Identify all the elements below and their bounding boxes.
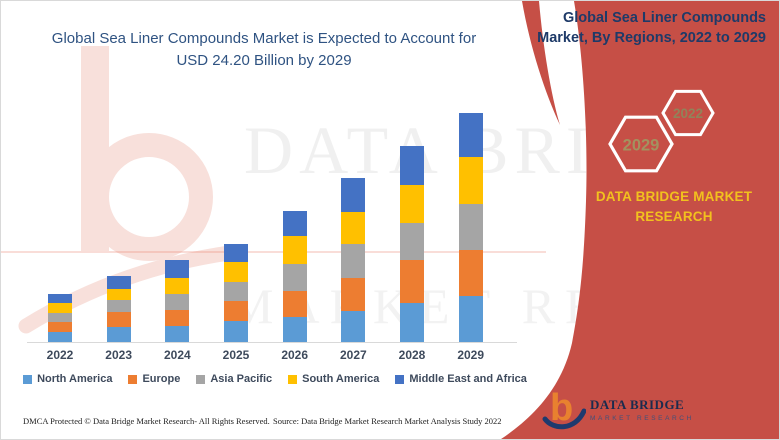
legend-swatch <box>128 374 138 384</box>
legend-label: Middle East and Africa <box>409 373 527 385</box>
bar-segment-2029-south-america <box>458 156 483 204</box>
logo-title: DATA BRIDGE <box>590 396 685 412</box>
legend-swatch <box>288 374 298 384</box>
panel-title: Global Sea Liner Compounds Market, By Re… <box>537 10 766 46</box>
bar-segment-2028-south-america <box>400 184 425 223</box>
bar-segment-2029-europe <box>458 250 483 297</box>
bar-2027 <box>341 178 366 342</box>
chart-title: Global Sea Liner Compounds Market is Exp… <box>21 28 507 72</box>
x-axis-label-2024: 2024 <box>163 348 191 362</box>
logo-b-glyph: b <box>550 387 573 429</box>
footer-dmca-text: DMCA Protected © Data Bridge Market Rese… <box>23 416 270 426</box>
x-axis-label-2026: 2026 <box>281 348 309 362</box>
bar-segment-2026-north-america <box>282 317 307 342</box>
legend-item-europe: Europe <box>128 373 180 385</box>
legend-swatch <box>23 374 33 384</box>
red-crescent-shape <box>522 1 560 125</box>
chart-legend: North America Europe Asia Pacific South Ame… <box>1 373 549 385</box>
data-bridge-logo: b DATA BRIDGE MARKET RESEARCH <box>542 386 694 432</box>
hexagon-2022 <box>661 89 715 137</box>
bar-2029 <box>458 112 483 342</box>
x-axis-label-2025: 2025 <box>222 348 250 362</box>
legend-label: South America <box>302 373 380 385</box>
logo-text: DATA BRIDGE MARKET RESEARCH <box>590 397 694 422</box>
bar-segment-2022-north-america <box>48 332 72 342</box>
bar-segment-2026-south-america <box>282 236 307 264</box>
legend-item-south-america: South America <box>288 373 379 385</box>
legend-label: Europe <box>142 373 181 385</box>
hexagon-2022-label: 2022 <box>673 106 703 121</box>
bar-segment-2027-middle-east-and-africa <box>341 178 366 212</box>
bar-segment-2029-asia-pacific <box>458 203 483 251</box>
bar-2028 <box>400 145 425 342</box>
data-bridge-logo-icon: b <box>542 387 586 430</box>
bar-segment-2027-europe <box>341 277 366 311</box>
hexagon-2029 <box>608 115 674 173</box>
bar-segment-2027-north-america <box>341 310 366 342</box>
footer-source-text: Source: Data Bridge Market Research Mark… <box>273 416 502 426</box>
bar-segment-2028-asia-pacific <box>400 222 425 260</box>
legend-swatch <box>395 374 405 384</box>
bar-2026 <box>282 210 307 342</box>
bar-segment-2027-asia-pacific <box>341 243 366 278</box>
bar-segment-2026-europe <box>282 290 307 318</box>
bar-segment-2029-middle-east-and-africa <box>458 112 483 157</box>
bar-segment-2027-south-america <box>341 211 366 244</box>
legend-item-asia-pacific: Asia Pacific <box>196 373 272 385</box>
chart-title-line1: Global Sea Liner Compounds Market is Exp… <box>51 30 477 47</box>
legend-item-middle-east-and-africa: Middle East and Africa <box>395 373 527 385</box>
hexagon-2029-label: 2029 <box>623 137 660 155</box>
bar-segment-2028-europe <box>400 259 425 304</box>
bar-segment-2028-north-america <box>400 303 425 342</box>
x-axis-label-2029: 2029 <box>457 348 485 362</box>
x-axis-label-2023: 2023 <box>105 348 132 362</box>
legend-label: North America <box>37 373 113 385</box>
bar-segment-2026-asia-pacific <box>282 263 307 291</box>
bar-segment-2028-middle-east-and-africa <box>400 145 425 185</box>
x-axis-label-2028: 2028 <box>398 348 426 362</box>
x-axis-line <box>27 342 517 343</box>
logo-swoosh <box>542 408 586 430</box>
legend-item-north-america: North America <box>23 373 112 385</box>
legend-swatch <box>196 374 206 384</box>
x-axis-label-2022: 2022 <box>46 348 74 362</box>
legend-label: Asia Pacific <box>210 373 273 385</box>
brand-text: DATA BRIDGE MARKET RESEARCH <box>595 189 753 225</box>
chart-title-line2: USD 24.20 Billion by 2029 <box>176 51 352 69</box>
logo-subtitle: MARKET RESEARCH <box>590 414 694 422</box>
x-axis-label-2027: 2027 <box>339 348 367 362</box>
bar-segment-2026-middle-east-and-africa <box>282 210 307 237</box>
bar-segment-2029-north-america <box>458 296 483 342</box>
